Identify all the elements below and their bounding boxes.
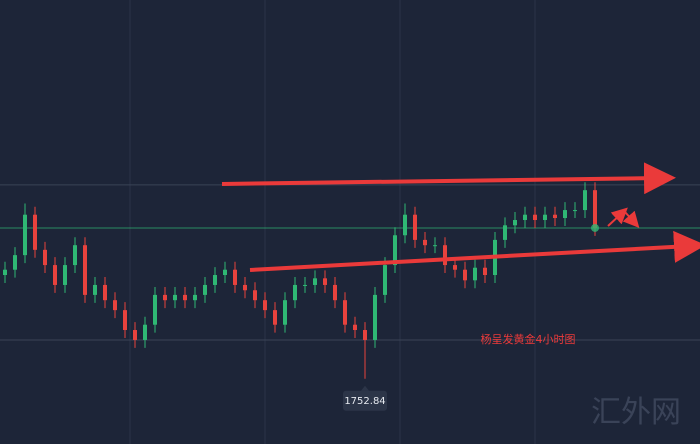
candle-body <box>513 220 517 226</box>
candle-body <box>33 214 37 250</box>
annotation-label: 1752.84 <box>344 396 385 407</box>
candle-body <box>273 310 277 325</box>
candle-body <box>403 214 407 236</box>
candle-body <box>223 269 227 276</box>
candle-body <box>213 275 217 285</box>
candle-body <box>133 330 137 340</box>
candle-body <box>153 294 157 325</box>
candle-body <box>413 214 417 240</box>
candle-body <box>443 245 447 266</box>
candle-body <box>433 245 437 247</box>
candle-body <box>53 265 57 285</box>
caption: 杨呈发黄金4小时图 <box>481 332 576 346</box>
annotation-box <box>343 390 387 411</box>
candle-body <box>323 278 327 285</box>
candle-body <box>313 278 317 285</box>
candle-body <box>183 294 187 301</box>
candle-body <box>483 267 487 276</box>
candle-body <box>553 214 557 219</box>
last-price-dot <box>591 223 599 232</box>
candle-body <box>203 284 207 295</box>
candle-body <box>533 214 537 221</box>
candle-body <box>463 269 467 281</box>
candle-body <box>573 210 577 212</box>
candle-body <box>593 190 597 228</box>
candle-body <box>253 290 257 301</box>
candle-body <box>353 324 357 331</box>
candle-body <box>263 300 267 311</box>
candle-body <box>23 214 27 256</box>
candle-body <box>163 294 167 301</box>
candle-body <box>393 235 397 266</box>
candle-body <box>103 284 107 301</box>
candle-body <box>123 310 127 331</box>
candle-body <box>173 294 177 301</box>
candle-body <box>73 245 77 266</box>
candle-body <box>233 269 237 285</box>
candle-body <box>543 214 547 221</box>
candle-body <box>583 190 587 211</box>
annotation-pointer <box>361 385 369 391</box>
candle-body <box>423 239 427 246</box>
candle-body <box>83 245 87 295</box>
candle-body <box>193 294 197 301</box>
trend-arrow <box>221 162 676 195</box>
candle-body <box>303 284 307 286</box>
candle-body <box>63 265 67 285</box>
candle-body <box>383 265 387 295</box>
candle-body <box>113 300 117 311</box>
candle-body <box>43 249 47 266</box>
candle-body <box>453 265 457 270</box>
candle-body <box>13 255 17 270</box>
candle-body <box>333 284 337 301</box>
candle-body <box>293 284 297 301</box>
small-arrow <box>622 210 640 228</box>
watermark: 汇外网 <box>591 395 681 430</box>
candle-body <box>473 267 477 281</box>
candle-body <box>343 300 347 325</box>
candle-body <box>523 214 527 221</box>
candle-body <box>503 225 507 240</box>
candle-body <box>373 294 377 340</box>
candle-body <box>363 330 367 340</box>
candle-body <box>93 284 97 295</box>
trend-arrow <box>249 230 700 272</box>
candle-body <box>283 300 287 325</box>
candle-body <box>3 269 7 276</box>
candle-body <box>243 284 247 291</box>
small-arrow <box>607 207 628 227</box>
candle-body <box>563 210 567 219</box>
candle-body <box>143 324 147 340</box>
